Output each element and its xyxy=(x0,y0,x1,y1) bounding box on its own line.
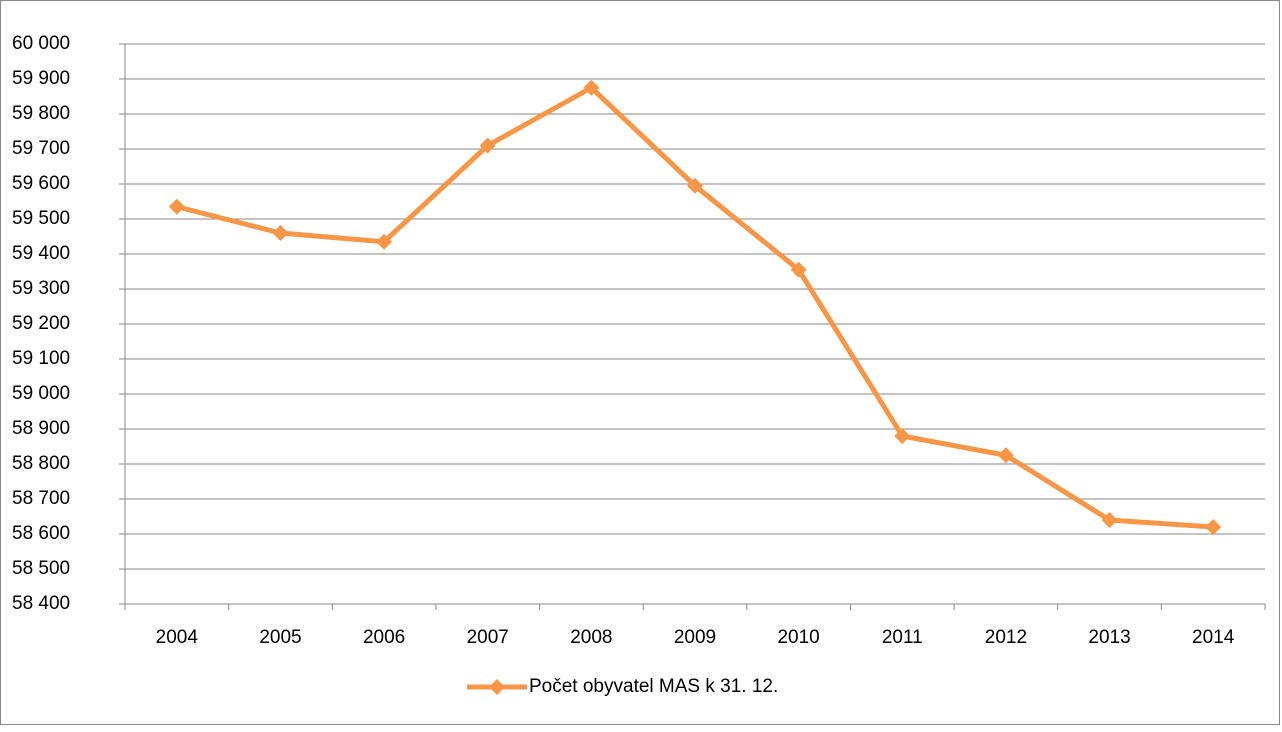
legend-marker xyxy=(489,679,505,695)
y-tick-label: 59 800 xyxy=(12,103,70,124)
x-tick-label: 2012 xyxy=(985,627,1027,648)
x-tick-label: 2005 xyxy=(259,627,301,648)
x-tick-label: 2008 xyxy=(570,627,612,648)
y-tick-label: 59 700 xyxy=(12,138,70,159)
marker xyxy=(790,261,807,278)
y-tick-label: 58 900 xyxy=(12,418,70,439)
marker xyxy=(687,177,703,194)
y-tick-label: 58 700 xyxy=(12,488,70,509)
marker xyxy=(272,225,289,241)
marker xyxy=(376,233,393,250)
y-tick-label: 59 500 xyxy=(12,208,70,229)
y-tick-label: 58 800 xyxy=(12,453,70,474)
marker xyxy=(583,79,600,96)
y-tick-label: 59 200 xyxy=(12,313,70,334)
y-tick-label: 58 400 xyxy=(12,593,70,614)
marker xyxy=(1101,512,1118,528)
x-tick-label: 2011 xyxy=(882,627,923,648)
y-tick-label: 60 000 xyxy=(12,33,70,54)
marker xyxy=(997,447,1014,464)
y-tick-label: 58 600 xyxy=(12,523,70,544)
marker xyxy=(894,428,911,444)
x-tick-label: 2014 xyxy=(1192,627,1235,648)
marker xyxy=(1205,519,1222,535)
x-tick-label: 2006 xyxy=(363,627,405,648)
x-tick-label: 2009 xyxy=(674,627,716,648)
marker xyxy=(479,137,496,154)
x-tick-label: 2010 xyxy=(777,627,819,648)
y-tick-label: 59 600 xyxy=(12,173,70,194)
x-tick-label: 2004 xyxy=(156,627,199,648)
y-tick-label: 59 400 xyxy=(12,243,70,264)
x-tick-label: 2007 xyxy=(467,627,509,648)
y-tick-label: 58 500 xyxy=(12,558,70,579)
y-tick-label: 59 300 xyxy=(12,278,70,299)
legend-label: Počet obyvatel MAS k 31. 12. xyxy=(529,676,778,697)
x-tick-label: 2013 xyxy=(1088,627,1130,648)
y-tick-label: 59 000 xyxy=(12,383,70,404)
y-tick-label: 59 100 xyxy=(12,348,70,369)
y-tick-label: 59 900 xyxy=(12,68,70,89)
marker xyxy=(168,198,185,215)
